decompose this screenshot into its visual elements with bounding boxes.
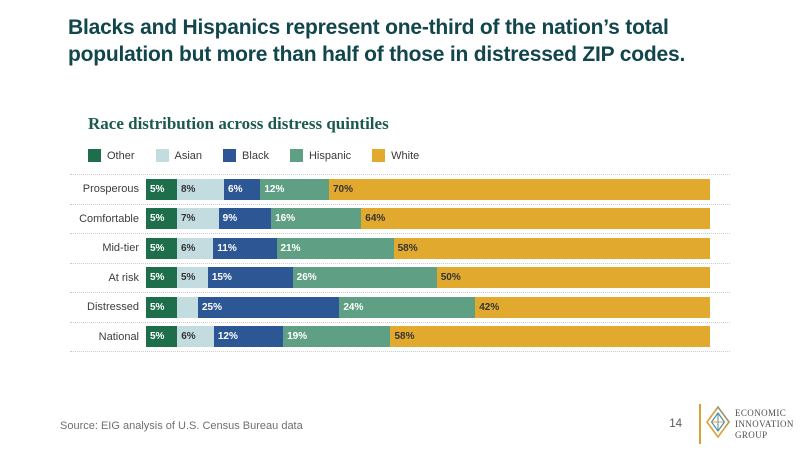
eig-diamond-logo-icon — [706, 406, 730, 438]
row-label-prosperous: Prosperous — [82, 183, 139, 196]
bar-row-comfortable: Comfortable 5% 7% 9% 16% 64% — [70, 203, 730, 234]
row-label-mid-tier: Mid-tier — [102, 242, 139, 255]
eig-logo-line2: INNOVATION — [735, 419, 794, 429]
chart-title: Race distribution across distress quinti… — [88, 114, 389, 133]
bar-segment-black-distressed: 25% — [197, 296, 340, 318]
row-label-comfortable: Comfortable — [79, 212, 139, 225]
bar-segment-black-mid-tier: 11% — [213, 237, 277, 259]
bar-segment-black-national: 12% — [213, 326, 284, 348]
bar-segment-hispanic-comfortable: 16% — [271, 208, 362, 230]
bar-segment-asian-mid-tier: 6% — [176, 237, 214, 259]
eig-logo-line1: ECONOMIC — [735, 408, 787, 418]
legend-label-other: Other — [107, 149, 135, 162]
legend-label-asian: Asian — [174, 149, 203, 162]
bar-track-mid-tier: 5% 6% 11% 21% 58% — [146, 237, 710, 259]
row-label-distressed: Distressed — [87, 301, 139, 314]
bar-segment-other-comfortable: 5% — [146, 208, 177, 230]
legend-swatch-other — [88, 149, 101, 162]
legend-item-asian: Asian — [155, 149, 203, 162]
legend-label-black: Black — [242, 149, 269, 162]
bar-segment-white-distressed: 42% — [475, 296, 710, 318]
bar-segment-black-prosperous: 6% — [224, 178, 261, 200]
legend-swatch-asian — [155, 149, 169, 162]
bar-segment-white-national: 58% — [390, 326, 710, 348]
bar-row-distressed: Distressed 5% 25% 24% 42% — [70, 292, 730, 322]
slide-title-line1: Blacks and Hispanics represent one-third… — [68, 16, 669, 39]
legend-swatch-hispanic — [289, 149, 303, 162]
row-label-national: National — [98, 330, 139, 343]
bar-segment-white-prosperous: 70% — [328, 178, 711, 200]
bar-segment-asian-distressed — [177, 296, 198, 318]
bar-segment-asian-comfortable: 7% — [176, 208, 219, 230]
eig-logo-text: ECONOMIC INNOVATION GROUP — [735, 408, 794, 441]
bar-row-at-risk: At risk 5% 5% 15% 26% 50% — [70, 262, 730, 293]
legend-swatch-black — [223, 149, 237, 162]
bar-segment-other-at-risk: 5% — [146, 267, 177, 289]
eig-logo-line3: GROUP — [735, 430, 768, 440]
bar-segment-asian-prosperous: 8% — [176, 178, 225, 200]
page-number: 14 — [669, 418, 682, 430]
bar-segment-other-prosperous: 5% — [146, 178, 177, 200]
bar-track-at-risk: 5% 5% 15% 26% 50% — [146, 267, 711, 289]
bar-segment-white-at-risk: 50% — [436, 267, 711, 289]
footer-divider — [699, 404, 701, 444]
bar-segment-white-mid-tier: 58% — [393, 237, 710, 259]
legend-item-hispanic: Hispanic — [289, 149, 352, 162]
bar-segment-hispanic-at-risk: 26% — [292, 267, 437, 289]
bar-segment-hispanic-distressed: 24% — [339, 296, 476, 318]
legend-swatch-white — [372, 149, 386, 162]
bar-track-prosperous: 5% 8% 6% 12% 70% — [146, 178, 711, 200]
bar-row-national: National 5% 6% 12% 19% 58% — [70, 321, 730, 352]
legend-label-hispanic: Hispanic — [308, 149, 352, 162]
bar-row-prosperous: Prosperous 5% 8% 6% 12% 70% — [70, 174, 730, 204]
bar-row-mid-tier: Mid-tier 5% 6% 11% 21% 58% — [70, 233, 730, 263]
legend-item-other: Other — [88, 149, 135, 162]
slide-title-line2: population but more than half of those i… — [68, 43, 686, 66]
bar-segment-other-mid-tier: 5% — [146, 237, 177, 259]
legend-item-white: White — [372, 149, 419, 162]
bar-segment-white-comfortable: 64% — [361, 208, 710, 230]
row-label-at-risk: At risk — [108, 271, 139, 284]
legend-item-black: Black — [223, 149, 269, 162]
bar-track-distressed: 5% 25% 24% 42% — [146, 296, 710, 318]
bar-track-national: 5% 6% 12% 19% 58% — [146, 326, 710, 348]
bar-segment-hispanic-mid-tier: 21% — [276, 237, 394, 259]
legend-label-white: White — [391, 149, 420, 162]
chart-legend: Other Asian Black Hispanic White — [88, 149, 419, 162]
bar-track-comfortable: 5% 7% 9% 16% 64% — [146, 208, 710, 230]
bar-segment-black-at-risk: 15% — [207, 267, 293, 289]
bar-segment-black-comfortable: 9% — [218, 208, 272, 230]
slide-title: Blacks and Hispanics represent one-third… — [68, 14, 768, 68]
bar-segment-asian-national: 6% — [177, 326, 214, 348]
bar-segment-hispanic-prosperous: 12% — [260, 178, 329, 200]
bar-segment-asian-at-risk: 5% — [176, 267, 208, 289]
stacked-bar-chart: Prosperous 5% 8% 6% 12% 70% Comfortable 5% 7% 9% 1… — [70, 174, 730, 352]
bar-segment-other-national: 5% — [146, 326, 178, 348]
source-note: Source: EIG analysis of U.S. Census Bure… — [60, 420, 303, 432]
bar-segment-other-distressed: 5% — [146, 296, 178, 318]
bar-segment-hispanic-national: 19% — [283, 326, 391, 348]
